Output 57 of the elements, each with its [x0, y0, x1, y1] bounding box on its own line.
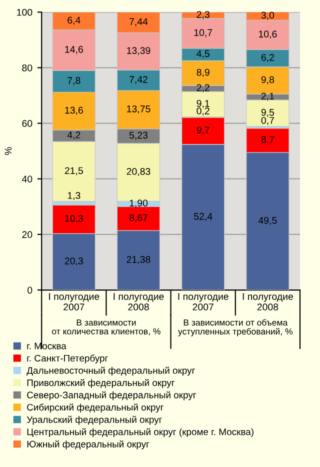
data-label: 1,3 — [68, 192, 80, 200]
x-tick-label: I полугодие 2007 — [178, 293, 228, 310]
y-tick-label: 100 — [17, 8, 32, 16]
data-label: 49,5 — [258, 216, 277, 225]
data-label: 4,2 — [67, 132, 80, 140]
data-label: 14,6 — [65, 46, 83, 54]
data-label: 0,2 — [196, 108, 210, 116]
data-label: 13,39 — [127, 47, 150, 56]
y-tick-label: 20 — [22, 231, 32, 238]
text: В зависимости от объема уступленных требований, % — [178, 319, 292, 336]
legend-label: Сибирский федеральный округ — [27, 404, 164, 412]
data-label: 9,7 — [196, 126, 210, 135]
data-label: 7,42 — [130, 76, 148, 84]
y-tick-label: 40 — [22, 176, 32, 182]
data-label: 2,1 — [261, 92, 274, 101]
y-tick-label: 0 — [28, 286, 32, 294]
data-label: 10,3 — [65, 215, 83, 224]
data-label: 9,8 — [261, 76, 274, 84]
data-label: 2,3 — [196, 11, 210, 20]
data-label: 9,1 — [196, 100, 210, 108]
data-label: 10,7 — [194, 29, 212, 38]
data-label: 8,7 — [261, 136, 274, 144]
legend-label: Северо-Западный федеральный округ — [27, 391, 196, 400]
x-tick-label: I полугодие 2007 — [49, 293, 100, 310]
data-label: 13,6 — [65, 106, 83, 115]
data-label: 8,9 — [196, 68, 210, 77]
data-label: 20,83 — [126, 168, 150, 176]
x-tick-label: I полугодие 2008 — [242, 293, 293, 310]
data-label: 2,2 — [196, 84, 210, 92]
data-label: 13,75 — [127, 105, 150, 114]
data-label: 21,38 — [126, 256, 150, 264]
text: В зависимости от количества клиентов, % — [52, 320, 160, 336]
data-label: 6,2 — [261, 54, 274, 62]
data-label: 9,5 — [261, 108, 274, 117]
legend-label: Уральский федеральный округ — [26, 416, 162, 425]
data-label: 7,8 — [68, 77, 80, 86]
legend-label: Центральный федеральный округ (кроме г. Москва) — [27, 428, 254, 438]
legend-label: Дальневосточный федеральный округ — [26, 366, 195, 376]
legend-label: г. Санкт-Петербург — [27, 354, 108, 364]
data-label: 20,3 — [64, 258, 83, 266]
data-label: 8,67 — [129, 214, 148, 222]
data-label: 21,5 — [64, 167, 83, 176]
data-label: 1,90 — [130, 200, 148, 208]
data-label: 3,0 — [261, 12, 274, 20]
data-label: 52,4 — [194, 212, 212, 221]
data-label: 5,23 — [129, 132, 148, 140]
data-label: 4,5 — [196, 50, 210, 58]
data-label: 7,44 — [130, 18, 148, 26]
data-label: 0,7 — [261, 116, 274, 126]
data-label: 6,4 — [68, 16, 80, 25]
y-tick-label: 80 — [22, 64, 32, 72]
y-tick-label: 60 — [22, 120, 32, 127]
data-label: 10,6 — [258, 30, 277, 39]
legend-label: Приволжский федеральный округ — [27, 378, 175, 388]
legend-label: Южный федеральный округ — [27, 440, 150, 450]
y-axis-title: % — [4, 147, 12, 156]
x-tick-label: I полугодие 2008 — [114, 293, 164, 310]
